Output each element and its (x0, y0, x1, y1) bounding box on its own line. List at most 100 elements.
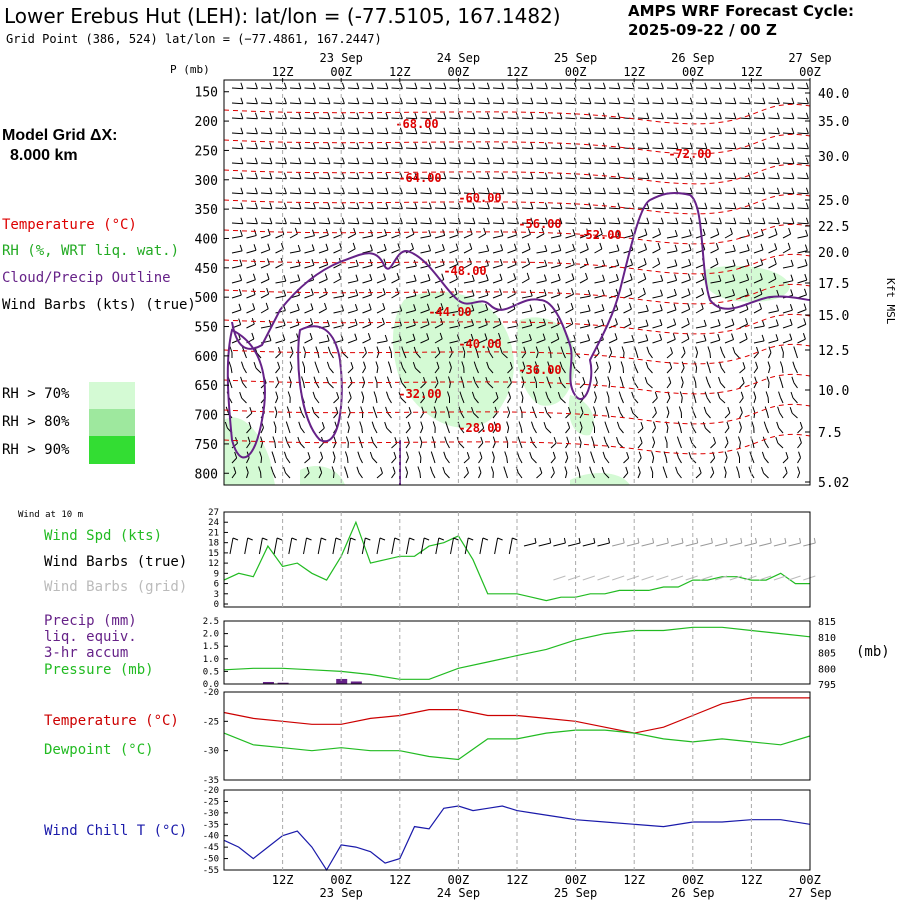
wind-barb (532, 442, 537, 449)
wind-barb-feather (660, 187, 664, 194)
wind-barb-feather (455, 258, 459, 265)
wind-barb-feather (702, 228, 706, 236)
wind-barb-feather (387, 361, 391, 368)
wind-barb-feather (471, 406, 474, 414)
wind-barb (415, 352, 421, 359)
wind-barb-feather (662, 466, 666, 473)
cloud-outline (226, 328, 266, 459)
wind-barb-feather (570, 317, 574, 325)
wind-barb-feather (688, 258, 692, 266)
wind-barb (679, 427, 682, 434)
wind-barb (376, 234, 387, 239)
wind-barb (666, 265, 678, 269)
surface-wind-barb (479, 537, 489, 555)
wind-barb-feather (617, 82, 621, 89)
wind-barb (478, 339, 488, 344)
wind-barb (488, 367, 494, 374)
wind-barb-feather (790, 391, 794, 399)
precip-bar (277, 682, 289, 684)
wind-barb-feather (440, 303, 444, 310)
wind-barb (275, 248, 284, 254)
wind-barb (739, 382, 745, 389)
wind-barb-feather (338, 272, 342, 280)
wind-barb (608, 352, 613, 359)
wind-barb (536, 294, 547, 299)
wind-barb (739, 102, 751, 105)
wind-barb (478, 250, 489, 254)
barb-staff (788, 542, 801, 547)
wind-barb-feather (247, 436, 251, 443)
top-date-label: 23 Sep (320, 51, 363, 65)
wind-barb-feather (310, 303, 314, 310)
wind-barb (521, 87, 533, 90)
wind-barb (634, 382, 639, 389)
wind-barb-feather (430, 451, 434, 458)
wind-barb (463, 147, 475, 150)
wind-barb (463, 192, 475, 195)
wind-barb (434, 192, 446, 195)
wind-barb (362, 264, 373, 269)
wind-barb (318, 192, 330, 195)
barb-feather (306, 537, 312, 541)
wind-barb (681, 177, 693, 180)
pressure-tick-label: 700 (195, 409, 218, 424)
grid-wind-barb (759, 575, 772, 581)
wind-barb-feather (307, 452, 311, 459)
wind-barb (724, 457, 728, 464)
wind-barb (420, 427, 424, 434)
wind-barb (230, 367, 233, 374)
wind-barb-feather (457, 421, 461, 429)
wind-barb-feather (471, 274, 475, 282)
wind-barb-feather (290, 346, 294, 353)
wind-barb-feather (718, 376, 722, 384)
wind-barb (739, 132, 751, 135)
wind-barb (231, 338, 241, 344)
wind-barb (507, 325, 518, 329)
wind-barb-feather (675, 97, 679, 104)
wind-barb (768, 263, 777, 269)
wind-barb-feather (689, 436, 693, 444)
wind-barb (724, 294, 735, 299)
wind-barb (550, 457, 556, 464)
wind-barb-feather (454, 273, 458, 280)
wind-barb (243, 367, 247, 374)
wind-barb (681, 294, 691, 299)
wind-barb (420, 222, 432, 225)
wind-barb (704, 427, 711, 434)
wind-barb-feather (361, 391, 365, 398)
wind-barb-feather (590, 451, 594, 458)
wind-barb-feather (805, 229, 809, 237)
wind-barb (313, 412, 320, 419)
wind-barb-feather (779, 361, 783, 368)
wind-barb-feather (675, 112, 679, 119)
kft-tick-label: 20.0 (818, 246, 849, 261)
wind-barb (768, 192, 780, 195)
top-hour-label: 12Z (623, 65, 645, 79)
wind-barb-feather (733, 187, 737, 194)
wind-barb-feather (776, 112, 780, 119)
wind-barb (405, 412, 412, 419)
wind-barb (304, 309, 314, 314)
wind-barb (753, 278, 763, 284)
wind-barb-feather (717, 319, 721, 326)
wind-barb-feather (780, 346, 784, 353)
wind-barb (478, 117, 490, 120)
wind-barb-feather (518, 421, 522, 428)
wind-barb (260, 442, 264, 449)
wind-barb (272, 472, 276, 479)
wind-barb (797, 309, 807, 314)
wind-barb (579, 234, 589, 239)
wind-barb-feather (296, 303, 300, 311)
wind-barb-feather (773, 257, 777, 265)
wind-barb (779, 412, 784, 419)
wind-barb-feather (703, 319, 707, 327)
wind-barb-feather (341, 112, 345, 119)
wind-barb (434, 323, 443, 329)
temperature-contour (223, 103, 811, 125)
wind-barb (782, 117, 794, 120)
wind-barb (420, 442, 423, 449)
grid-wind-barb (641, 575, 654, 581)
wind-barb (666, 162, 678, 165)
wind-barb (260, 162, 272, 165)
wind-barb (652, 222, 664, 225)
